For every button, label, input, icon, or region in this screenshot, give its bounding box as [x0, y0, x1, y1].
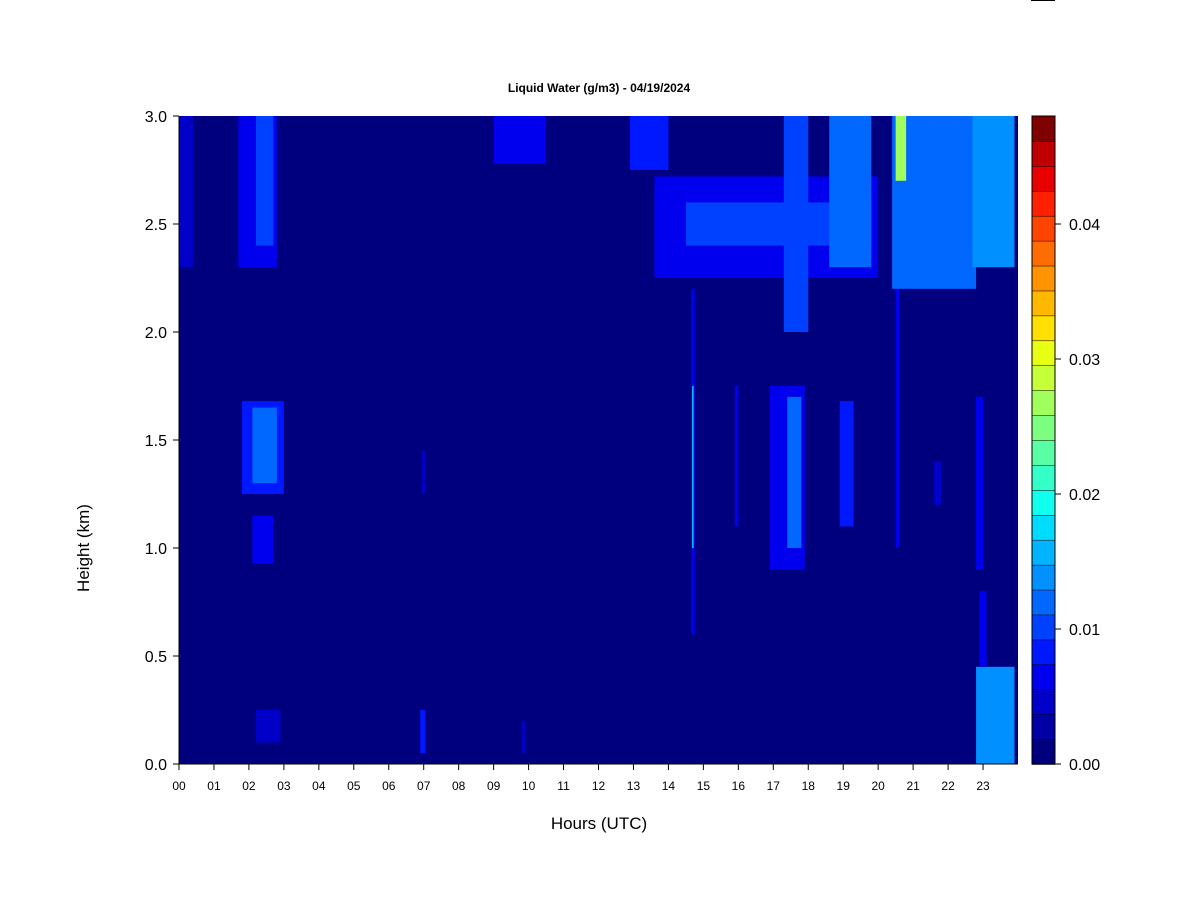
colorbar-swatch: [1031, 315, 1056, 342]
x-tick-label: 18: [802, 779, 816, 793]
colorbar-swatch: [1031, 489, 1056, 516]
x-tick-label: 00: [172, 779, 186, 793]
heatmap-cell-0: [179, 116, 193, 268]
x-tick-label: 11: [557, 779, 570, 793]
colorbar-tick-label: 0.01: [1069, 622, 1100, 639]
y-tick-label: 3.0: [145, 109, 167, 126]
x-tick-label: 02: [242, 779, 256, 793]
x-tick-label: 12: [592, 779, 606, 793]
y-tick-label: 1.0: [145, 541, 167, 558]
heatmap-cell-8: [421, 450, 426, 494]
y-tick-label: 0.5: [145, 649, 167, 666]
x-tick-label: 07: [417, 779, 431, 793]
heatmap-cell-28: [976, 666, 1015, 764]
x-axis: 00 01 02 03 04 05 06 07 08 09 10 11 12 13 14 15 16 17 18 19…: [172, 763, 1018, 793]
heatmap-cell-26: [972, 116, 1015, 268]
heatmap-cell-4: [252, 407, 277, 484]
heatmap-cell-9: [521, 720, 526, 754]
heatmap-cell-15: [692, 386, 694, 548]
colorbar-swatch: [1031, 340, 1056, 366]
heatmap-cell-29: [979, 591, 987, 667]
heatmap-cell-18: [787, 396, 802, 548]
colorbar-swatch: [1031, 664, 1056, 690]
corner-mark: [1031, 0, 1055, 1]
heatmap-cell-16: [734, 386, 739, 527]
colorbar-swatch: [1031, 713, 1056, 740]
x-tick-label: 14: [662, 779, 676, 793]
x-tick-label: 04: [312, 779, 326, 793]
heatmap-cell-22: [895, 116, 900, 548]
heatmap-cell-2: [255, 116, 274, 246]
x-tick-label: 15: [697, 779, 711, 793]
heatmap-cell-23: [892, 116, 977, 289]
colorbar-swatch: [1031, 290, 1056, 317]
colorbar-swatch: [1031, 190, 1056, 217]
x-tick-label: 19: [837, 779, 851, 793]
colorbar-swatch: [1031, 589, 1056, 616]
y-tick-label: 0.0: [145, 757, 167, 774]
heatmap-cell-10: [493, 116, 547, 164]
heatmap-cell-19: [783, 116, 809, 332]
colorbar-swatch: [1031, 414, 1056, 441]
x-tick-label: 08: [452, 779, 466, 793]
x-tick-label: 01: [207, 779, 221, 793]
heatmap-cell-5: [252, 515, 274, 564]
colorbar-swatch: [1031, 165, 1056, 192]
colorbar-swatch: [1031, 389, 1056, 416]
colorbar-swatch: [1031, 439, 1056, 466]
heatmap-cell-6: [255, 710, 281, 743]
colorbar-tick-label: 0.00: [1069, 757, 1100, 774]
heatmap-cell-24: [895, 116, 907, 181]
x-tick-label: 22: [941, 779, 955, 793]
heatmap-cell-21: [829, 116, 872, 268]
heatmap-cell-11: [629, 116, 669, 170]
x-tick-label: 09: [487, 779, 501, 793]
y-axis: 0.0 0.5 1.0 1.5 2.0 2.5 3.0: [145, 109, 180, 774]
heatmap-cell-7: [420, 710, 426, 754]
colorbar-tick-label: 0.04: [1069, 217, 1100, 234]
colorbar-frame: [1031, 115, 1056, 765]
x-axis-label: Hours (UTC): [551, 814, 647, 833]
x-tick-label: 10: [522, 779, 536, 793]
x-tick-label: 13: [627, 779, 641, 793]
x-tick-label: 05: [347, 779, 361, 793]
y-axis-label: Height (km): [74, 504, 93, 592]
colorbar-swatch: [1031, 364, 1056, 391]
colorbar-swatch: [1031, 514, 1056, 541]
colorbar-swatch: [1031, 614, 1056, 641]
colorbar-swatch: [1031, 564, 1056, 591]
x-tick-label: 21: [906, 779, 920, 793]
x-tick-label: 16: [732, 779, 746, 793]
x-tick-label: 03: [277, 779, 291, 793]
x-tick-label: 23: [976, 779, 990, 793]
colorbar-swatch: [1031, 738, 1056, 765]
y-tick-label: 1.5: [145, 433, 167, 450]
colorbar: 0.00 0.01 0.02 0.03 0.04: [1031, 115, 1100, 774]
colorbar-swatch: [1031, 115, 1056, 142]
colorbar-swatch: [1031, 215, 1056, 242]
heatmap-cells: [179, 116, 1015, 764]
colorbar-swatch: [1031, 240, 1056, 267]
colorbar-swatch: [1031, 464, 1056, 491]
heatmap-cell-27: [976, 396, 984, 570]
colorbar-tick-label: 0.02: [1069, 487, 1100, 504]
heatmap-cell-20: [839, 401, 854, 527]
colorbar-swatch: [1031, 539, 1056, 566]
colorbar-swatch: [1031, 140, 1056, 167]
colorbar-swatch: [1031, 688, 1056, 715]
x-tick-label: 20: [871, 779, 885, 793]
chart-title: Liquid Water (g/m3) - 04/19/2024: [508, 81, 691, 95]
heatmap-cell-25: [934, 461, 942, 505]
x-tick-label: 06: [382, 779, 396, 793]
y-tick-label: 2.5: [145, 217, 167, 234]
colorbar-swatch: [1031, 639, 1056, 666]
colorbar-swatch: [1031, 265, 1056, 292]
colorbar-tick-label: 0.03: [1069, 352, 1100, 369]
x-tick-label: 17: [767, 779, 781, 793]
y-tick-label: 2.0: [145, 325, 167, 342]
